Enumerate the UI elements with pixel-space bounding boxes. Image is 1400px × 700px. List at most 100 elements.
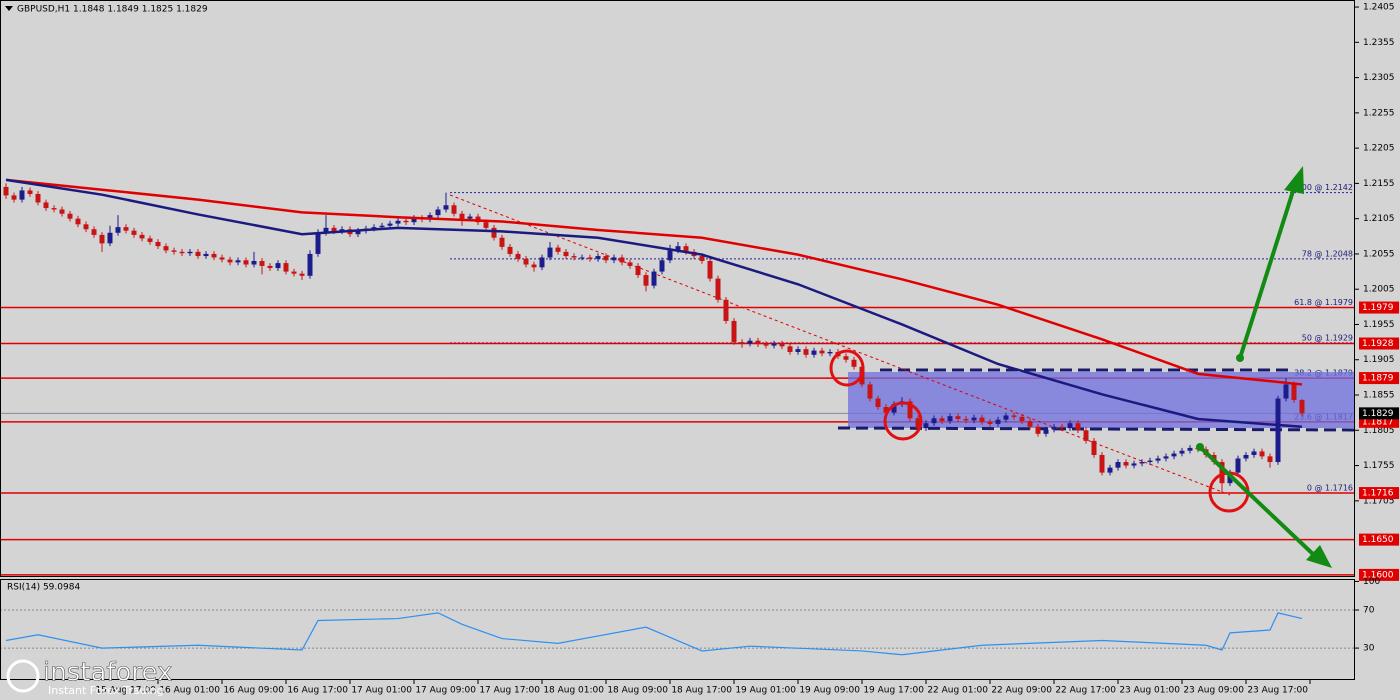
candle-body [387, 223, 393, 226]
y-tick-label: 1.1705 [1363, 496, 1395, 506]
y-tick-label: 1.1955 [1363, 320, 1395, 330]
candle-body [11, 195, 17, 200]
candle-body [715, 278, 721, 300]
x-tick-label: 15 Aug 17:00 [95, 686, 156, 696]
moving-average [5, 178, 1303, 429]
rsi-label: RSI(14) 59.0984 [7, 583, 80, 593]
candle-body [555, 247, 561, 252]
candle-body [459, 213, 465, 219]
price-axis: 1.2405 1.2355 1.2305 1.2255 1.2205 1.2155 1.21… [95, 3, 1399, 696]
candle-body [779, 343, 785, 347]
candle-body [1179, 450, 1185, 454]
candle-body [51, 208, 57, 210]
x-tick-label: 22 Aug 09:00 [991, 686, 1052, 696]
candle-body [819, 350, 825, 354]
arrow-up [1238, 187, 1296, 359]
y-tick-label: 1.2405 [1363, 3, 1395, 13]
candle-body [1259, 451, 1265, 457]
candle-body [883, 407, 889, 413]
logo-tagline: Instant Forex Trading [48, 684, 164, 697]
x-tick-label: 16 Aug 17:00 [287, 686, 348, 696]
panel-border [0, 579, 1355, 680]
candle-body [99, 234, 105, 244]
y-tick-label: 1.2305 [1363, 73, 1395, 83]
candle-body [1019, 416, 1025, 422]
level-label-box [1359, 337, 1399, 350]
x-tick-label: 17 Aug 09:00 [415, 686, 476, 696]
candle-body [1299, 399, 1305, 414]
candle-body [203, 253, 209, 257]
candle-body [427, 215, 433, 220]
arrowhead [1306, 545, 1332, 568]
candle-body [787, 346, 793, 352]
rsi-tick-label: 30 [1363, 644, 1375, 654]
x-tick-label: 17 Aug 01:00 [351, 686, 412, 696]
candle-body [515, 253, 521, 259]
candle-body [243, 260, 249, 265]
x-tick-label: 16 Aug 01:00 [159, 686, 220, 696]
x-tick-label: 16 Aug 09:00 [223, 686, 284, 696]
arrowhead [1284, 166, 1304, 194]
candle-body [195, 251, 201, 257]
candle-body [19, 190, 25, 200]
y-tick-label: 1.2055 [1363, 249, 1395, 259]
candle-body [579, 257, 585, 259]
candle-body [1155, 458, 1161, 461]
logo-name: instaforex [43, 658, 172, 688]
candle-body [27, 190, 33, 194]
candle-body [939, 418, 945, 422]
level-label: 1.1879 [1362, 374, 1394, 384]
level-label-box [1359, 533, 1399, 546]
candle-body [1235, 458, 1241, 473]
candle-body [171, 250, 177, 252]
candle-body [59, 209, 65, 214]
candle-body [371, 227, 377, 229]
fib-label: 61.8 @ 1.1979 [1294, 298, 1353, 307]
candle-body [1243, 454, 1249, 459]
candles [3, 183, 1305, 494]
candle-body [531, 264, 537, 268]
candle-body [723, 299, 729, 321]
candle-body [739, 342, 745, 344]
fib-label: 0 @ 1.1716 [1307, 484, 1353, 493]
fib-label: 100 @ 1.2142 [1297, 183, 1353, 192]
candle-body [451, 205, 457, 214]
candle-body [1139, 462, 1145, 464]
x-tick-label: 22 Aug 17:00 [1055, 686, 1116, 696]
candle-body [563, 251, 569, 257]
candle-body [491, 227, 497, 238]
candle-body [1059, 426, 1065, 429]
candle-body [1219, 462, 1225, 484]
candle-body [1163, 456, 1169, 459]
panel-border [0, 0, 1355, 577]
candle-body [315, 232, 321, 254]
candle-body [595, 256, 601, 259]
candle-body [907, 401, 913, 419]
candle-body [867, 384, 873, 399]
candle-body [995, 419, 1001, 424]
candle-body [147, 238, 153, 242]
candle-body [483, 222, 489, 228]
candle-body [1099, 454, 1105, 473]
candle-body [163, 246, 169, 251]
candle-body [187, 251, 193, 254]
candle-body [251, 260, 257, 265]
y-tick-label: 1.1855 [1363, 391, 1395, 401]
candle-body [179, 251, 185, 254]
candle-body [587, 257, 593, 259]
x-tick-label: 19 Aug 09:00 [799, 686, 860, 696]
y-tick-label: 1.1805 [1363, 426, 1395, 436]
x-tick-label: 23 Aug 01:00 [1119, 686, 1180, 696]
level-label: 1.1979 [1362, 303, 1394, 313]
candle-body [619, 257, 625, 263]
highlight-circle [829, 349, 865, 387]
candle-body [75, 218, 81, 225]
candle-body [379, 225, 385, 228]
candle-body [275, 263, 281, 269]
candle-body [931, 418, 937, 424]
candle-body [1283, 384, 1289, 399]
candle-body [1267, 456, 1273, 463]
candle-body [891, 404, 897, 413]
candle-body [771, 343, 777, 346]
arrow-down [1198, 445, 1317, 558]
